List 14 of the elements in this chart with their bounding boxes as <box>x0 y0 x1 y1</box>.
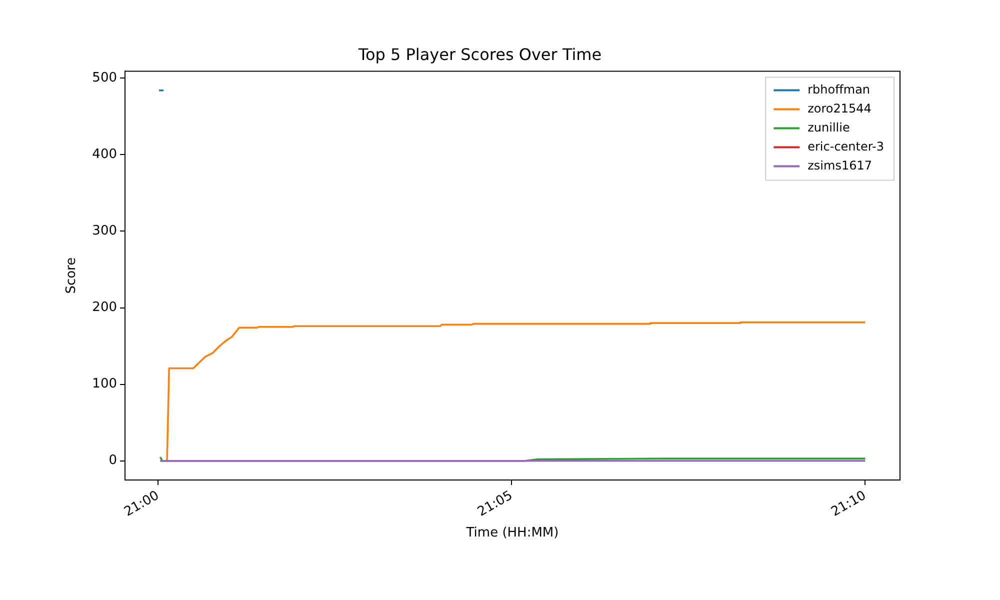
y-tick-label: 0 <box>108 453 117 468</box>
legend-label: zunillie <box>808 120 850 134</box>
y-tick-label: 500 <box>92 70 117 86</box>
y-tick-label: 400 <box>92 147 117 162</box>
chart-title: Top 5 Player Scores Over Time <box>357 44 602 64</box>
y-axis-title: Score <box>64 257 80 294</box>
y-tick-label: 100 <box>92 376 117 392</box>
legend-label: eric-center-3 <box>808 139 884 154</box>
legend-label: zsims1617 <box>808 158 872 172</box>
y-tick-label: 200 <box>92 300 117 316</box>
x-axis-title: Time (HH:MM) <box>465 526 559 541</box>
y-tick-label: 300 <box>92 224 117 239</box>
legend-label: rbhoffman <box>808 82 870 96</box>
legend-label: zoro21544 <box>808 101 872 116</box>
